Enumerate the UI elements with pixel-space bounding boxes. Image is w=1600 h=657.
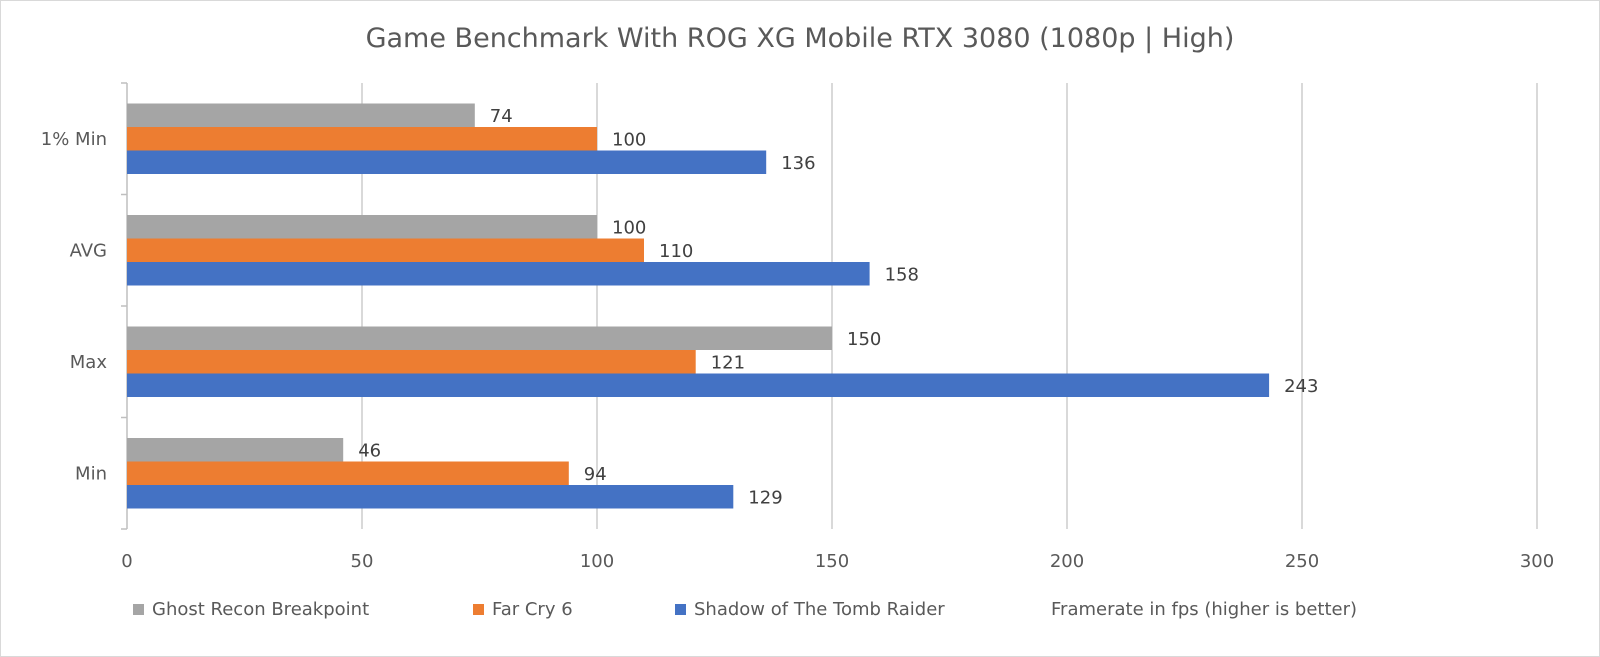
legend-note: Framerate in fps (higher is better): [1051, 599, 1358, 620]
bar: [127, 127, 597, 151]
legend-swatch-tomb-raider: [675, 604, 686, 615]
bar: [127, 350, 696, 374]
category-label: 1% Min: [41, 129, 107, 150]
x-tick-label: 50: [351, 551, 374, 572]
x-tick-label: 250: [1285, 551, 1319, 572]
category-label: Min: [75, 463, 107, 484]
x-tick-label: 100: [580, 551, 614, 572]
data-label: 94: [584, 464, 607, 485]
category-label: AVG: [70, 240, 107, 261]
data-label: 100: [612, 217, 646, 238]
x-tick-label: 200: [1050, 551, 1084, 572]
data-label: 243: [1284, 376, 1318, 397]
bar: [127, 103, 475, 127]
x-tick-label: 300: [1520, 551, 1554, 572]
x-tick-label: 0: [121, 551, 132, 572]
bar: [127, 373, 1270, 397]
data-label: 129: [748, 487, 782, 508]
category-label: Max: [70, 352, 108, 373]
legend-item-far-cry: Far Cry 6: [473, 599, 675, 620]
bar: [127, 150, 767, 174]
bar: [127, 238, 644, 262]
data-label: 121: [711, 352, 745, 373]
legend-item-ghost-recon: Ghost Recon Breakpoint: [133, 599, 473, 620]
legend-label-tomb-raider: Shadow of The Tomb Raider: [694, 599, 945, 620]
legend-label-far-cry: Far Cry 6: [492, 599, 573, 620]
bar: [127, 461, 569, 485]
data-label: 100: [612, 129, 646, 150]
data-label: 158: [885, 264, 919, 285]
legend: Ghost Recon Breakpoint Far Cry 6 Shadow …: [133, 599, 945, 620]
data-label: 150: [847, 329, 881, 350]
legend-swatch-far-cry: [473, 604, 484, 615]
legend-label-ghost-recon: Ghost Recon Breakpoint: [152, 599, 370, 620]
bar: [127, 262, 870, 286]
x-tick-label: 150: [815, 551, 849, 572]
data-label: 74: [490, 106, 513, 127]
data-label: 136: [781, 153, 815, 174]
bar: [127, 438, 344, 462]
bar: [127, 326, 832, 350]
bar: [127, 215, 597, 239]
data-label: 46: [358, 440, 381, 461]
legend-swatch-ghost-recon: [133, 604, 144, 615]
data-label: 110: [659, 241, 693, 262]
chart-title: Game Benchmark With ROG XG Mobile RTX 30…: [365, 23, 1235, 54]
bar: [127, 485, 734, 509]
legend-item-tomb-raider: Shadow of The Tomb Raider: [675, 599, 945, 620]
